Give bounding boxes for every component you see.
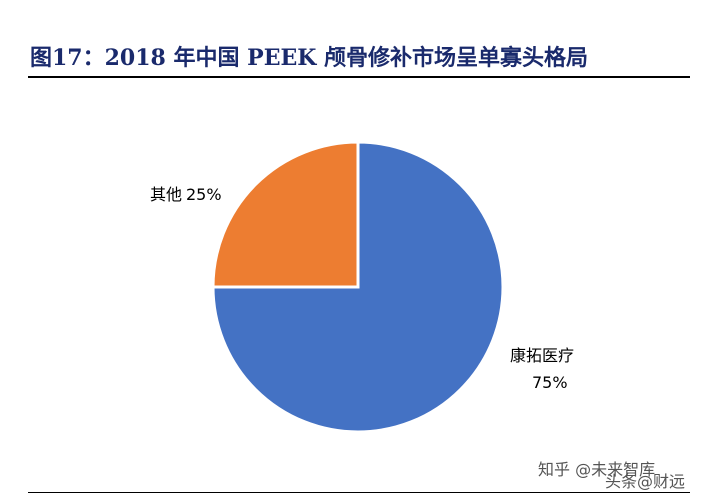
slice-label-kangtuo: 康拓医疗 bbox=[510, 346, 574, 365]
slice-label-other: 其他 bbox=[150, 185, 182, 204]
watermark-zhihu: 知乎 @未来智库 bbox=[538, 460, 656, 479]
chart-title: 图17：2018 年中国 PEEK 颅骨修补市场呈单寡头格局 bbox=[30, 45, 589, 71]
pie-slice-other bbox=[211, 140, 360, 289]
watermark-toutiao: 头条@财远 bbox=[605, 472, 686, 491]
bottom-divider bbox=[28, 492, 690, 493]
slice-value-kangtuo: 75% bbox=[532, 373, 568, 392]
title-divider bbox=[28, 76, 690, 78]
pie-slices bbox=[211, 140, 505, 434]
slice-value-other: 25% bbox=[186, 185, 222, 204]
